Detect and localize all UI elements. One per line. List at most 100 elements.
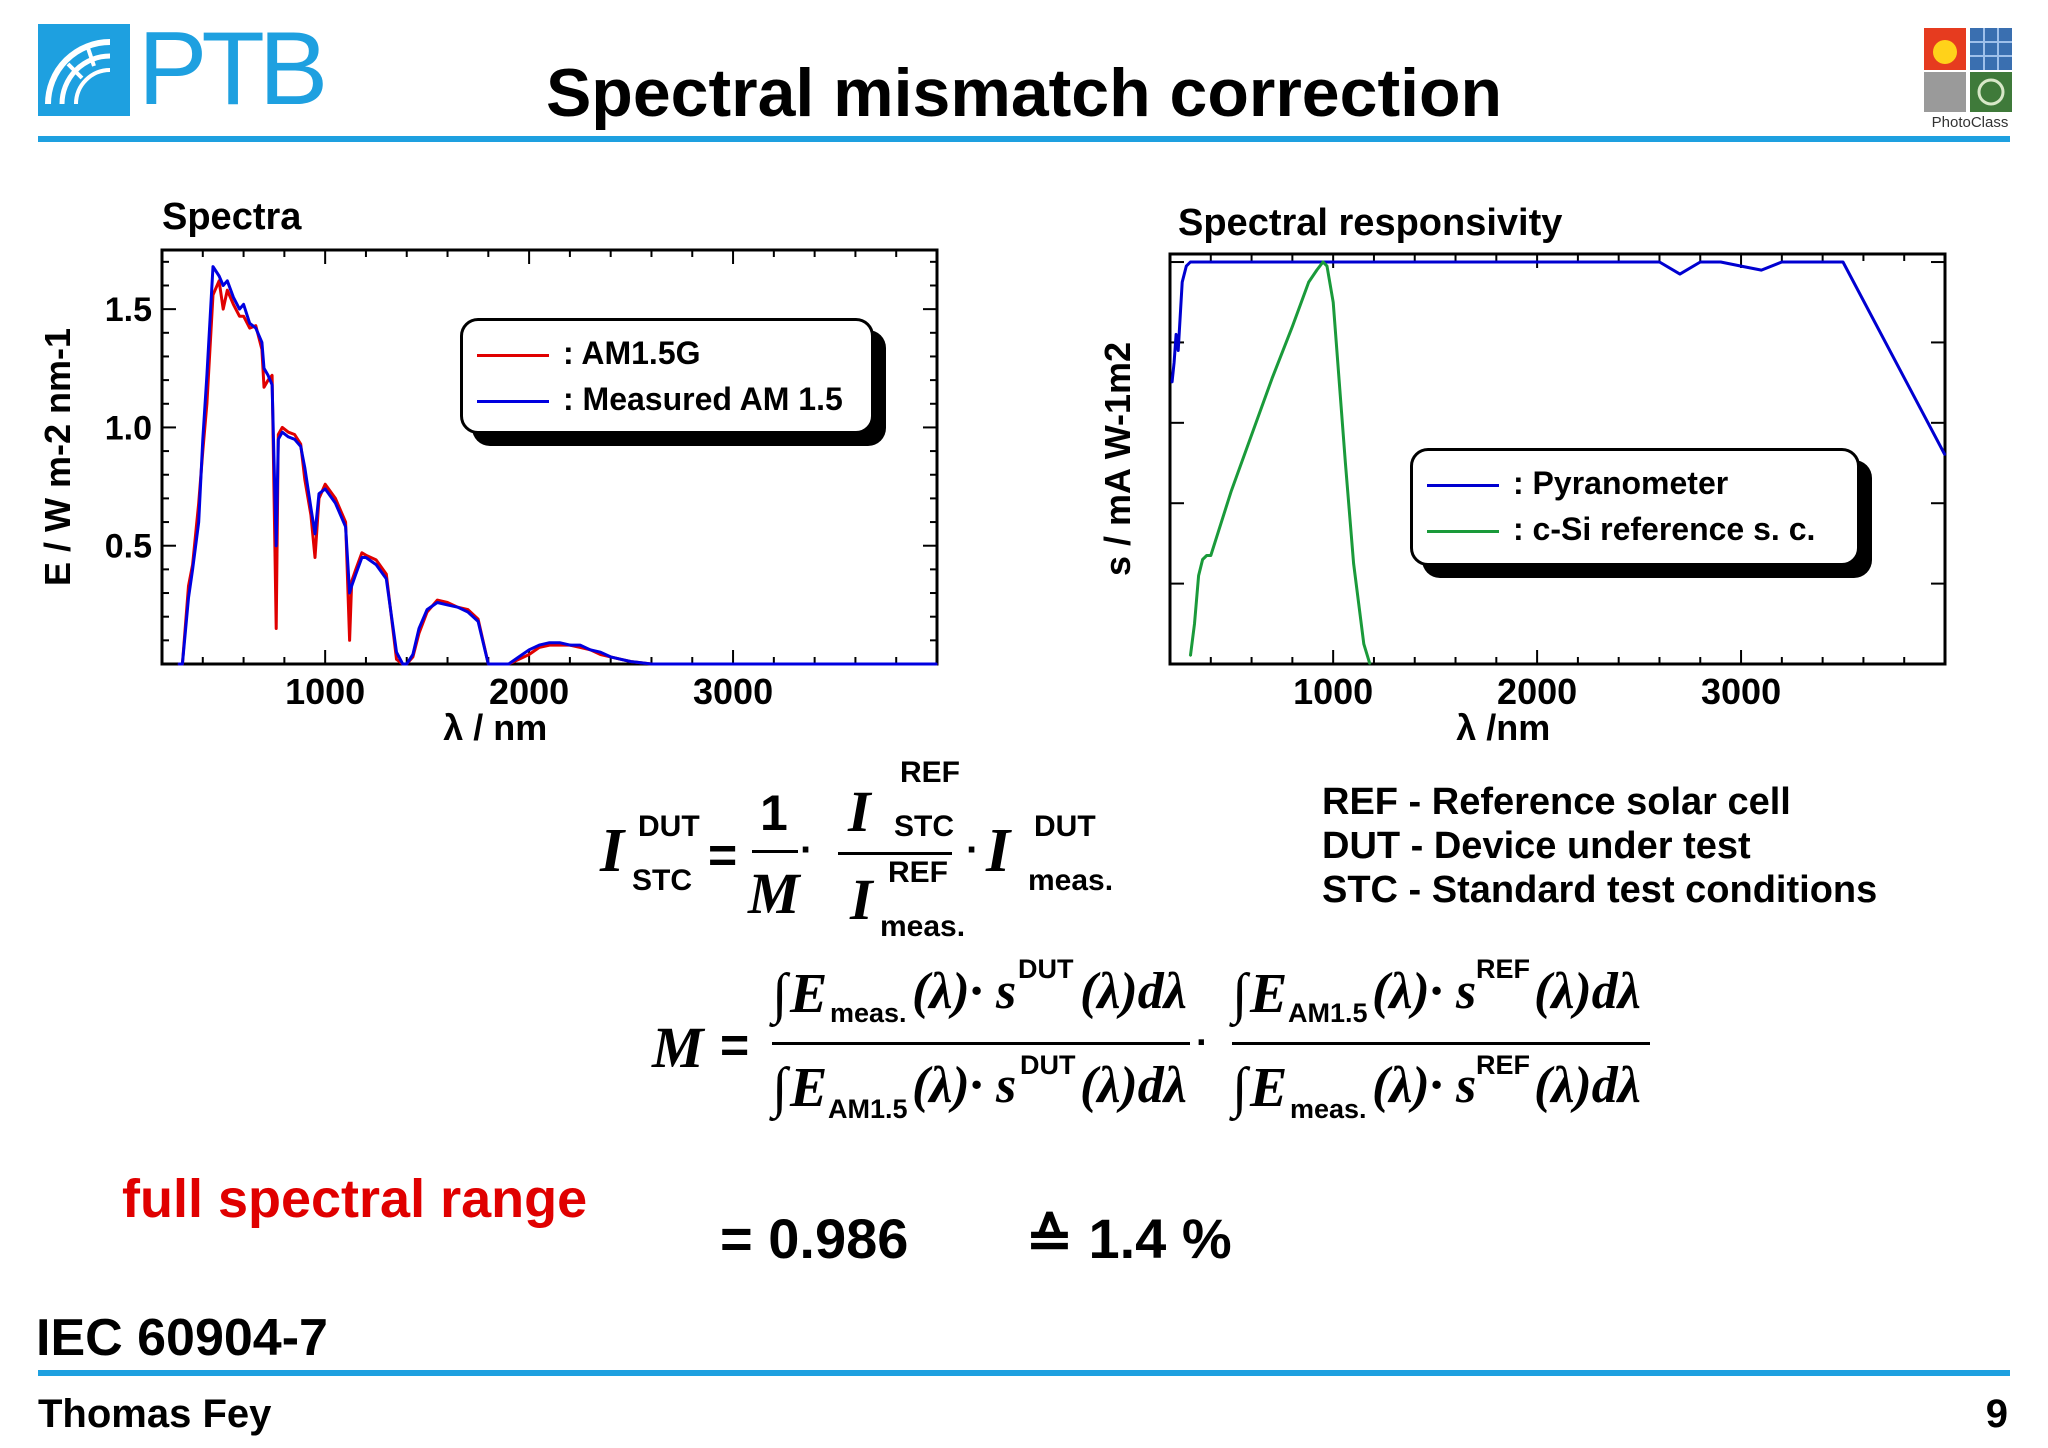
- formula-sup-dut: DUT: [1018, 954, 1074, 984]
- data-point: [334, 497, 337, 500]
- data-point: [1821, 261, 1824, 263]
- data-point: [293, 438, 296, 441]
- x-axis-label: λ /nm: [1456, 707, 1550, 748]
- y-tick-label: 1.5: [105, 291, 152, 329]
- data-point: [538, 644, 541, 646]
- data-point: [412, 653, 414, 656]
- legend-swatch-blue: [477, 400, 549, 404]
- data-point: [281, 431, 284, 433]
- legend-swatch-red: [477, 354, 549, 358]
- data-point: [187, 596, 190, 599]
- data-point: [1760, 269, 1763, 271]
- formula-i-symbol: I: [848, 779, 871, 844]
- data-point: [599, 651, 602, 653]
- spectra-chart: 1000 2000 3000 0.5 1.0 1.5 λ / nm E / W m-2 nm-…: [40, 248, 939, 748]
- data-point: [436, 601, 439, 604]
- data-point: [1209, 554, 1212, 557]
- x-tick-label: 1000: [285, 671, 365, 712]
- data-point: [232, 303, 235, 306]
- formula-lambda-dot: (λ)·: [1372, 963, 1443, 1020]
- data-point: [1193, 623, 1196, 625]
- formula-s-symbol: s: [1456, 1057, 1477, 1114]
- formula-equals: =: [720, 1017, 750, 1073]
- data-point: [507, 663, 510, 665]
- data-point: [426, 608, 428, 611]
- data-point: [324, 488, 326, 490]
- data-point: [548, 641, 551, 644]
- data-point: [287, 436, 290, 438]
- data-point: [1658, 261, 1661, 263]
- photoclass-logo-icon: [1924, 28, 2012, 112]
- x-tick-label: 3000: [1701, 671, 1781, 712]
- data-point: [248, 322, 251, 325]
- data-point: [1197, 574, 1200, 577]
- result-value: = 0.986: [720, 1207, 909, 1270]
- data-point: [385, 573, 388, 575]
- data-point: [310, 507, 312, 509]
- formula-lambda-d: (λ)dλ: [1080, 1057, 1187, 1114]
- data-point: [538, 646, 541, 649]
- data-point: [238, 308, 241, 310]
- data-point: [528, 653, 530, 656]
- ptb-logo-mark-icon: [38, 24, 130, 116]
- formula-lambda-d: (λ)dλ: [1534, 1057, 1641, 1114]
- formula-dot: ·: [800, 828, 814, 872]
- plot-frame: [160, 248, 939, 666]
- data-point: [201, 438, 204, 441]
- formula-s-symbol: s: [996, 963, 1017, 1020]
- formula-lambda-dot: (λ)·: [912, 963, 983, 1020]
- formula-sup-dut: DUT: [1034, 810, 1096, 843]
- data-point: [1307, 281, 1310, 283]
- definition-ref: REF - Reference solar cell: [1322, 781, 1791, 823]
- data-point: [395, 658, 398, 661]
- formula-e-symbol: E: [790, 963, 828, 1025]
- data-point: [263, 386, 265, 389]
- data-point: [1332, 301, 1334, 304]
- responsivity-legend: : Pyranometer : c-Si reference s. c.: [1410, 448, 1860, 566]
- data-point: [1719, 261, 1722, 263]
- data-point: [232, 296, 235, 299]
- formula-integral: ∫: [1232, 963, 1248, 1025]
- data-point: [1189, 261, 1192, 263]
- data-point: [1536, 261, 1538, 263]
- definition-stc: STC - Standard test conditions: [1322, 869, 1878, 911]
- header-rule: [38, 136, 2010, 142]
- data-point: [1801, 261, 1804, 263]
- data-point: [1175, 333, 1177, 336]
- data-point: [314, 533, 316, 535]
- data-point: [467, 611, 469, 613]
- formula-equals: =: [708, 827, 738, 883]
- formula-one: 1: [760, 785, 788, 841]
- data-point: [1781, 261, 1783, 263]
- formula-s-symbol: s: [1456, 963, 1477, 1020]
- fraction-bar: [1232, 1042, 1650, 1045]
- formula-i-symbol: I: [986, 817, 1011, 885]
- data-point: [1679, 273, 1681, 275]
- data-point: [599, 653, 602, 656]
- data-point: [1171, 381, 1173, 384]
- data-point: [191, 568, 194, 571]
- formula-m-symbol: M: [652, 1015, 704, 1080]
- spectra-legend: : AM1.5G : Measured AM 1.5: [460, 318, 874, 434]
- x-tick-label: 2000: [1497, 671, 1577, 712]
- formula-m-symbol: M: [748, 861, 800, 926]
- data-point: [248, 327, 251, 329]
- data-point: [467, 608, 469, 611]
- y-tick-label: 0.5: [105, 528, 152, 566]
- data-point: [334, 502, 337, 504]
- formula-sup-ref: REF: [888, 856, 948, 889]
- formula-lambda-d: (λ)dλ: [1080, 963, 1187, 1020]
- formula-dot: ·: [1196, 1022, 1209, 1064]
- data-point: [226, 279, 229, 282]
- data-point: [375, 563, 377, 566]
- data-point: [1740, 265, 1742, 267]
- data-point: [348, 639, 351, 642]
- data-point: [1173, 361, 1175, 364]
- data-point: [344, 525, 347, 528]
- formula-integral: ∫: [772, 963, 788, 1025]
- data-point: [1181, 281, 1184, 283]
- data-point: [318, 492, 320, 495]
- data-point: [589, 649, 592, 651]
- footer-rule: [38, 1370, 2010, 1376]
- data-point: [1842, 261, 1844, 263]
